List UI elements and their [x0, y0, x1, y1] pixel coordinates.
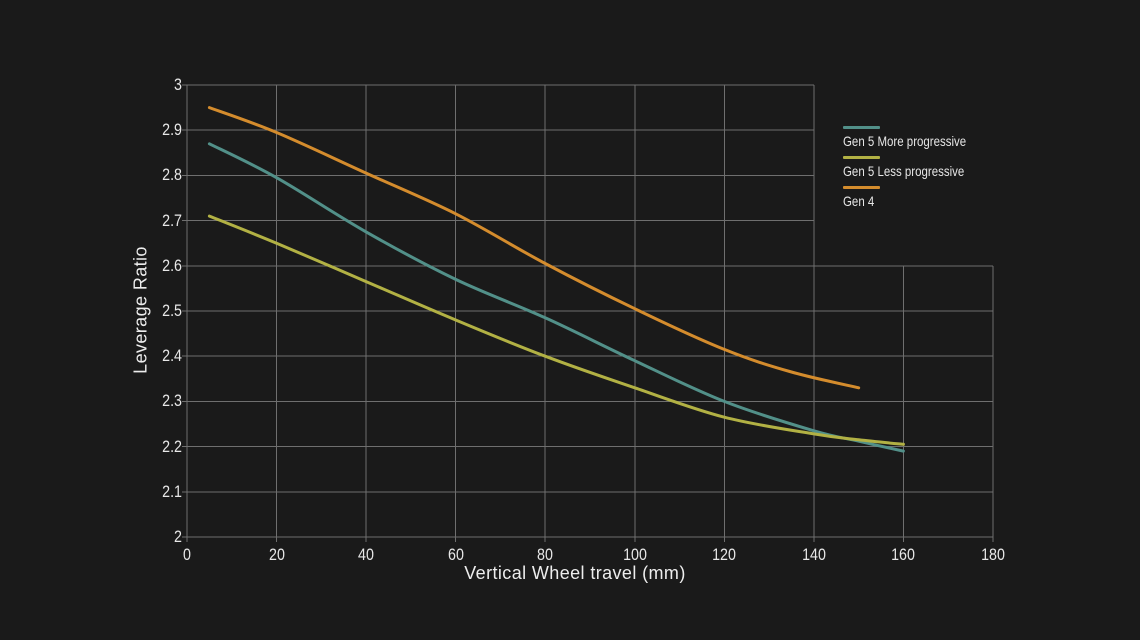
x-tick-label: 80 [537, 545, 554, 564]
x-tick-label: 0 [183, 545, 191, 564]
legend-label: Gen 5 More progressive [843, 133, 967, 149]
y-tick-label: 3 [174, 75, 182, 94]
series-line-gen-4 [207, 106, 861, 390]
legend-swatch [843, 126, 880, 129]
x-tick-label: 20 [268, 545, 285, 564]
legend-item: Gen 4 [843, 186, 1063, 209]
x-tick-label: 160 [891, 545, 916, 564]
legend-swatch [843, 186, 880, 189]
y-tick-label: 2.7 [162, 210, 182, 230]
x-tick-label: 180 [981, 545, 1005, 564]
y-tick-label: 2.2 [162, 436, 182, 456]
legend-label: Gen 5 Less progressive [843, 163, 965, 179]
x-axis-title: Vertical Wheel travel (mm) [464, 563, 686, 583]
y-tick-label: 2 [174, 527, 182, 546]
x-tick-label: 60 [447, 545, 464, 564]
legend-item: Gen 5 More progressive [843, 126, 1063, 149]
legend-swatch [843, 156, 880, 159]
series-line-gen-5-more-progressive [207, 142, 905, 453]
x-tick-label: 120 [712, 545, 737, 564]
y-tick-label: 2.6 [162, 255, 182, 275]
y-tick-label: 2.8 [162, 165, 182, 185]
y-tick-label: 2.5 [162, 301, 182, 320]
y-tick-label: 2.1 [162, 481, 182, 501]
legend-item: Gen 5 Less progressive [843, 156, 1063, 179]
legend-label: Gen 4 [843, 193, 875, 209]
x-tick-label: 100 [622, 545, 647, 564]
x-tick-label: 140 [801, 545, 826, 564]
x-tick-label: 40 [358, 545, 375, 564]
series-line-gen-5-less-progressive [207, 214, 905, 446]
y-tick-label: 2.9 [162, 120, 182, 140]
y-tick-label: 2.3 [162, 391, 182, 411]
y-tick-label: 2.4 [162, 346, 182, 366]
